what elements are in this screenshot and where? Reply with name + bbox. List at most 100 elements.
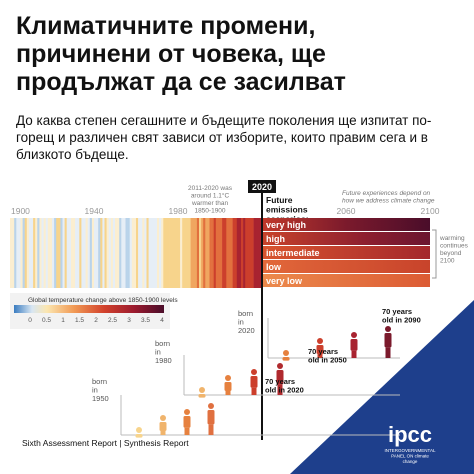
stripe	[22, 218, 25, 288]
year-label: 2060	[337, 206, 356, 216]
note: born in 1980	[155, 339, 172, 365]
stripe	[62, 218, 65, 288]
stripe	[238, 218, 242, 288]
stripe	[142, 218, 145, 288]
stripe	[222, 218, 225, 288]
scenario-bar	[263, 218, 430, 231]
head	[351, 332, 357, 338]
title: Климатичните промени, причинени от човек…	[16, 12, 346, 96]
year-label: 2020	[252, 182, 272, 192]
legs	[385, 347, 391, 358]
stripe	[26, 218, 30, 288]
legend-tick: 2.5	[108, 317, 117, 324]
stripe	[169, 218, 172, 288]
stripe	[184, 218, 187, 288]
stripe	[243, 218, 246, 288]
corner-triangle	[290, 300, 474, 474]
person-icon	[183, 409, 191, 435]
legs	[277, 384, 283, 395]
stripe	[24, 218, 28, 288]
stripe	[58, 218, 61, 288]
stripe	[201, 218, 204, 288]
stripe	[207, 218, 210, 288]
stripe	[35, 218, 38, 288]
note: Future experiences depend on how we addre…	[342, 190, 435, 205]
scenario-label: low	[266, 262, 282, 272]
head	[225, 375, 231, 381]
legend-tick: 0.5	[42, 317, 51, 324]
stripe	[196, 218, 200, 288]
legs	[317, 354, 323, 358]
stripe	[175, 218, 179, 288]
head	[136, 427, 142, 433]
stripe	[43, 218, 46, 288]
body	[198, 394, 206, 398]
stripe	[144, 218, 147, 288]
stripe	[203, 218, 206, 288]
stripe	[85, 218, 88, 288]
stripe	[119, 218, 122, 288]
stripe	[18, 218, 21, 288]
stripe	[154, 218, 158, 288]
stripe	[66, 218, 70, 288]
stripe	[167, 218, 170, 288]
stripe	[199, 218, 202, 288]
stripe	[20, 218, 23, 288]
stripe	[209, 218, 212, 288]
footer-report: Sixth Assessment Report | Synthesis Repo…	[22, 438, 189, 448]
scenario-label: very low	[266, 276, 303, 286]
warming-stripes	[10, 218, 263, 288]
scenario-label: high	[266, 234, 285, 244]
stripe	[39, 218, 42, 288]
legs	[225, 391, 231, 395]
legend-tick: 2	[94, 317, 98, 324]
body	[384, 333, 392, 348]
stripe	[56, 218, 59, 288]
head	[184, 409, 190, 415]
legs	[208, 424, 214, 435]
body	[276, 370, 284, 385]
legend-tick: 4	[160, 317, 164, 324]
person-icon	[224, 375, 232, 395]
stripe	[104, 218, 107, 288]
stripe	[31, 218, 34, 288]
legend-tick: 3.5	[141, 317, 150, 324]
stripe	[123, 218, 126, 288]
year-label: 1940	[85, 206, 104, 216]
stripe	[148, 218, 151, 288]
note: INTERGOVERNMENTAL PANEL ON climate change	[385, 448, 436, 464]
body	[207, 410, 215, 425]
stripe	[255, 218, 259, 288]
stripe	[257, 218, 261, 288]
stripe	[28, 218, 32, 288]
body	[350, 339, 358, 351]
stripe	[150, 218, 154, 288]
person-icon	[350, 332, 358, 358]
head	[385, 326, 391, 332]
stripe	[133, 218, 137, 288]
body	[224, 382, 232, 391]
stripe	[253, 218, 256, 288]
stripe	[108, 218, 112, 288]
person-icon	[207, 403, 215, 435]
stripe	[161, 218, 164, 288]
logo: ipcc	[388, 422, 432, 447]
stripe	[16, 218, 19, 288]
stripe	[249, 218, 252, 288]
year-label: 1900	[11, 206, 30, 216]
legend-scale	[14, 305, 164, 313]
body	[159, 422, 167, 431]
legs	[251, 387, 257, 395]
stripe	[236, 218, 240, 288]
stripe	[215, 218, 219, 288]
stripe	[146, 218, 149, 288]
stripe	[94, 218, 97, 288]
note: 70 years old in 2020	[265, 377, 304, 395]
stripe	[87, 218, 91, 288]
stripe	[100, 218, 103, 288]
legend-tick: 3	[127, 317, 131, 324]
stripe	[41, 218, 44, 288]
stripe	[192, 218, 196, 288]
stripe	[79, 218, 82, 288]
